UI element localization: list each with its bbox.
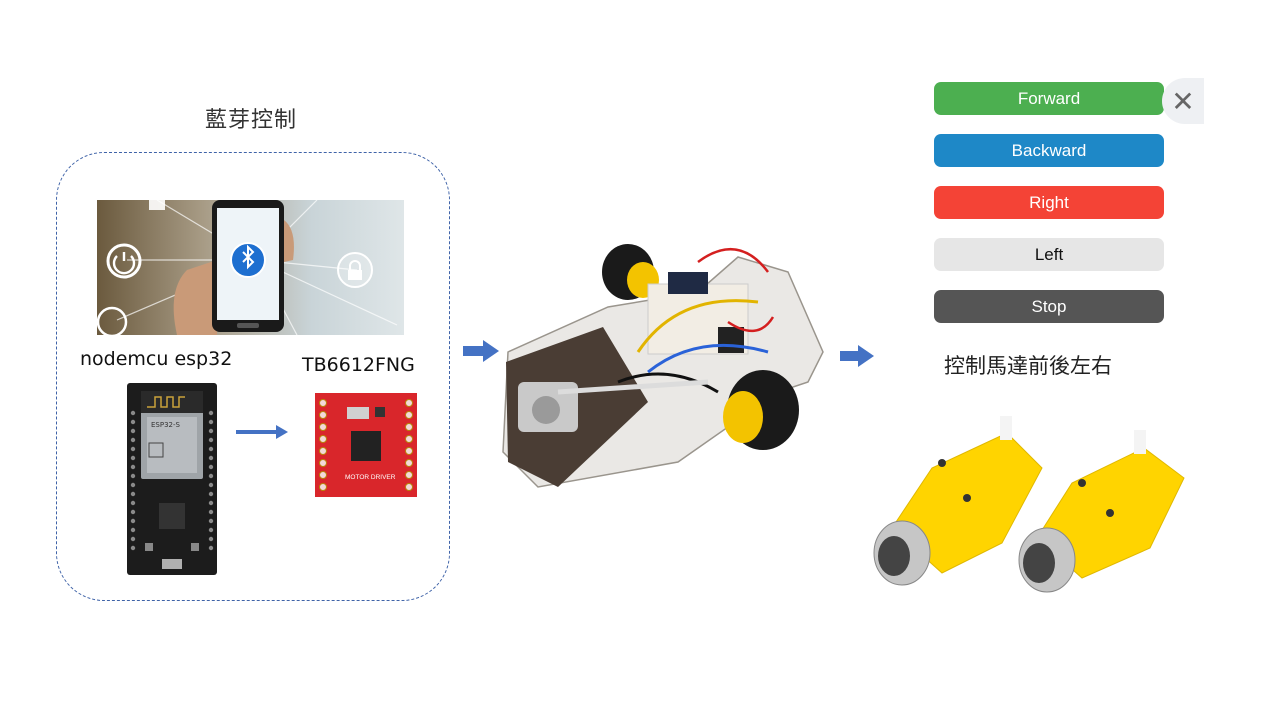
tb6612fng-label: TB6612FNG [302,354,415,376]
esp32-chip-text: ESP32-S [151,421,181,429]
close-icon: ✕ [1171,84,1195,118]
robot-car-image [498,232,833,497]
backward-button[interactable]: Backward [934,134,1164,167]
arrow-to-car [463,340,499,362]
dc-motors-image [872,408,1190,593]
esp32-board-image: ESP32-S [127,383,217,575]
stop-button[interactable]: Stop [934,290,1164,323]
arrow-to-motors [840,345,874,367]
close-button[interactable]: ✕ [1162,78,1204,124]
motor-control-label: 控制馬達前後左右 [944,354,1112,378]
bluetooth-phone-image [97,200,404,335]
arrow-esp32-to-driver [236,424,288,440]
bluetooth-control-group [56,152,450,601]
left-button[interactable]: Left [934,238,1164,271]
bluetooth-control-title: 藍芽控制 [205,108,298,133]
driver-board-text: MOTOR DRIVER [345,474,396,481]
tb6612fng-board-image: MOTOR DRIVER [315,393,417,497]
esp32-label: nodemcu esp32 [80,348,233,370]
right-button[interactable]: Right [934,186,1164,219]
forward-button[interactable]: Forward [934,82,1164,115]
